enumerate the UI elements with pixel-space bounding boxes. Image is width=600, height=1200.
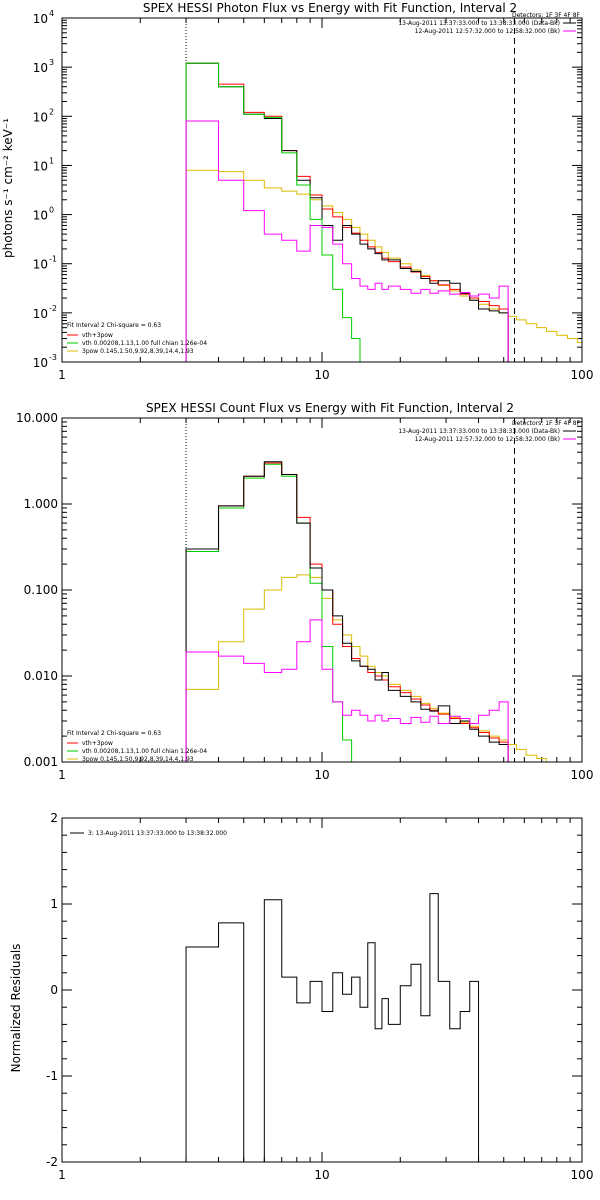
photon-flux-xtick-label: 10 [314,368,329,382]
residuals-ytick-label: 1 [50,897,58,911]
panel-photon-flux: SPEX HESSI Photon Flux vs Energy with Fi… [1,1,593,382]
photon-flux-ytick-label: 10 [33,110,48,124]
photon-flux-legend-right: Detectors: 1F 3F 4F 8F 13-Aug-2011 13:37… [398,12,580,35]
photon-flux-xtick-label: 1 [58,368,66,382]
photon-flux-legend-data: 13-Aug-2011 13:37:33.000 to 13:38:33.000… [398,20,560,27]
count-flux-legend-header: Detectors: 1F 3F 4F 8F [512,420,581,427]
photon-flux-series-magenta [185,120,509,362]
photon-flux-ytick-label: 10 [33,307,48,321]
photon-flux-ytick-exponent: -3 [49,353,57,362]
photon-flux-ytick-exponent: 1 [49,156,54,165]
count-flux-xtick-label: 100 [571,768,594,782]
count-flux-series-yellow [185,574,569,762]
photon-flux-legend-left: Fit Interval 2 Chi-square = 0.63 vth+3po… [67,322,207,355]
count-flux-series-green [185,463,369,762]
residuals-ytick-label: 2 [50,811,58,825]
count-flux-ticks: 1 10 100 0.001 0.010 0.100 1.000 10.000 [16,411,593,782]
residuals-ytick-label: -1 [46,1069,58,1083]
residuals-xtick-label: 100 [571,1168,594,1182]
count-flux-legend-data: 13-Aug-2011 13:37:33.000 to 13:38:33.000… [398,428,560,435]
count-flux-legend-right: Detectors: 1F 3F 4F 8F 13-Aug-2011 13:37… [398,420,580,443]
photon-flux-ytick-exponent: 0 [49,206,54,215]
photon-flux-legend-bk: 12-Aug-2011 12:57:32.000 to 12:58:32.000… [415,28,560,35]
photon-flux-ytick-exponent: 4 [49,9,54,18]
photon-flux-fit-header: Fit Interval 2 Chi-square = 0.63 [67,322,161,329]
residuals-ytick-label: -2 [46,1155,58,1169]
residuals-ytick-label: 0 [50,983,58,997]
photon-flux-ytick-exponent: 3 [49,58,54,67]
residuals-legend: 3: 13-Aug-2011 13:37:33.000 to 13:38:32.… [70,830,227,837]
count-flux-xtick-label: 1 [58,768,66,782]
photon-flux-ytick-exponent: -2 [49,304,57,313]
count-flux-fit-red-label: vth+3pow [82,740,113,747]
photon-flux-fit-red-label: vth+3pow [82,332,113,339]
count-flux-fit-header: Fit Interval 2 Chi-square = 0.63 [67,730,161,737]
photon-flux-series-red [185,62,509,362]
count-flux-series-magenta [185,619,509,762]
photon-flux-ytick-label: 10 [33,159,48,173]
count-flux-ytick-label: 0.010 [24,669,58,683]
residuals-xtick-label: 10 [314,1168,329,1182]
photon-flux-ytick-exponent: 2 [49,107,54,116]
count-flux-fit-yellow-label: 3pow 0.145,1.50,9.92,8.39,14.4,1.93 [82,756,194,763]
count-flux-title: SPEX HESSI Count Flux vs Energy with Fit… [146,401,514,415]
count-flux-xtick-label: 10 [314,768,329,782]
panel-residuals: Normalized Residuals 1 10 100 -2 -1 0 1 2 3: 13… [9,811,593,1182]
photon-flux-fit-green-label: vth 0.00208,1.13,1.00 full chian 1.26e-0… [82,340,207,347]
residuals-series-group [185,893,480,1162]
photon-flux-ytick-label: 10 [33,209,48,223]
count-flux-legend-bk: 12-Aug-2011 12:57:32.000 to 12:58:32.000… [415,436,560,443]
count-flux-legend-left: Fit Interval 2 Chi-square = 0.63 vth+3po… [67,730,207,763]
count-flux-plot-area: 1 10 100 0.001 0.010 0.100 1.000 10.000 [16,411,593,782]
residuals-series-black [185,893,480,1162]
photon-flux-title: SPEX HESSI Photon Flux vs Energy with Fi… [143,1,517,15]
photon-flux-ylabel: photons s⁻¹ cm⁻² keV⁻¹ [1,118,15,258]
count-flux-ytick-label: 0.001 [24,755,58,769]
count-flux-ytick-label: 1.000 [24,497,58,511]
photon-flux-ytick-exponent: -1 [49,255,57,264]
photon-flux-ytick-label: 10 [33,61,48,75]
photon-flux-fit-yellow-label: 3pow 0.145,1.50,9.92,8.39,14.4,1.93 [82,348,194,355]
photon-flux-ytick-label: 10 [33,12,48,26]
photon-flux-series-green [185,62,369,362]
residuals-ylabel: Normalized Residuals [9,944,23,1073]
photon-flux-series-group [185,18,582,362]
residuals-legend-label: 3: 13-Aug-2011 13:37:33.000 to 13:38:32.… [88,830,227,837]
count-flux-series-black [185,461,509,762]
photon-flux-legend-header: Detectors: 1F 3F 4F 8F [512,12,581,19]
residuals-xtick-label: 1 [58,1168,66,1182]
count-flux-axes-frame [61,417,583,763]
photon-flux-ytick-label: 10 [33,356,48,370]
photon-flux-series-yellow [185,169,582,362]
residuals-axes-frame [61,817,583,1163]
panel-count-flux: SPEX HESSI Count Flux vs Energy with Fit… [16,401,593,782]
photon-flux-series-black [185,62,509,362]
count-flux-ytick-label: 0.100 [24,583,58,597]
photon-flux-axes-frame [61,17,583,363]
residuals-ticks: 1 10 100 -2 -1 0 1 2 [46,811,593,1182]
photon-flux-ytick-label: 10 [33,258,48,272]
count-flux-series-group [185,418,569,762]
residuals-plot-area: 1 10 100 -2 -1 0 1 2 [46,811,593,1182]
photon-flux-xtick-label: 100 [571,368,594,382]
count-flux-fit-green-label: vth 0.00208,1.13,1.00 full chian 1.26e-0… [82,748,207,755]
count-flux-ytick-label: 10.000 [16,411,58,425]
